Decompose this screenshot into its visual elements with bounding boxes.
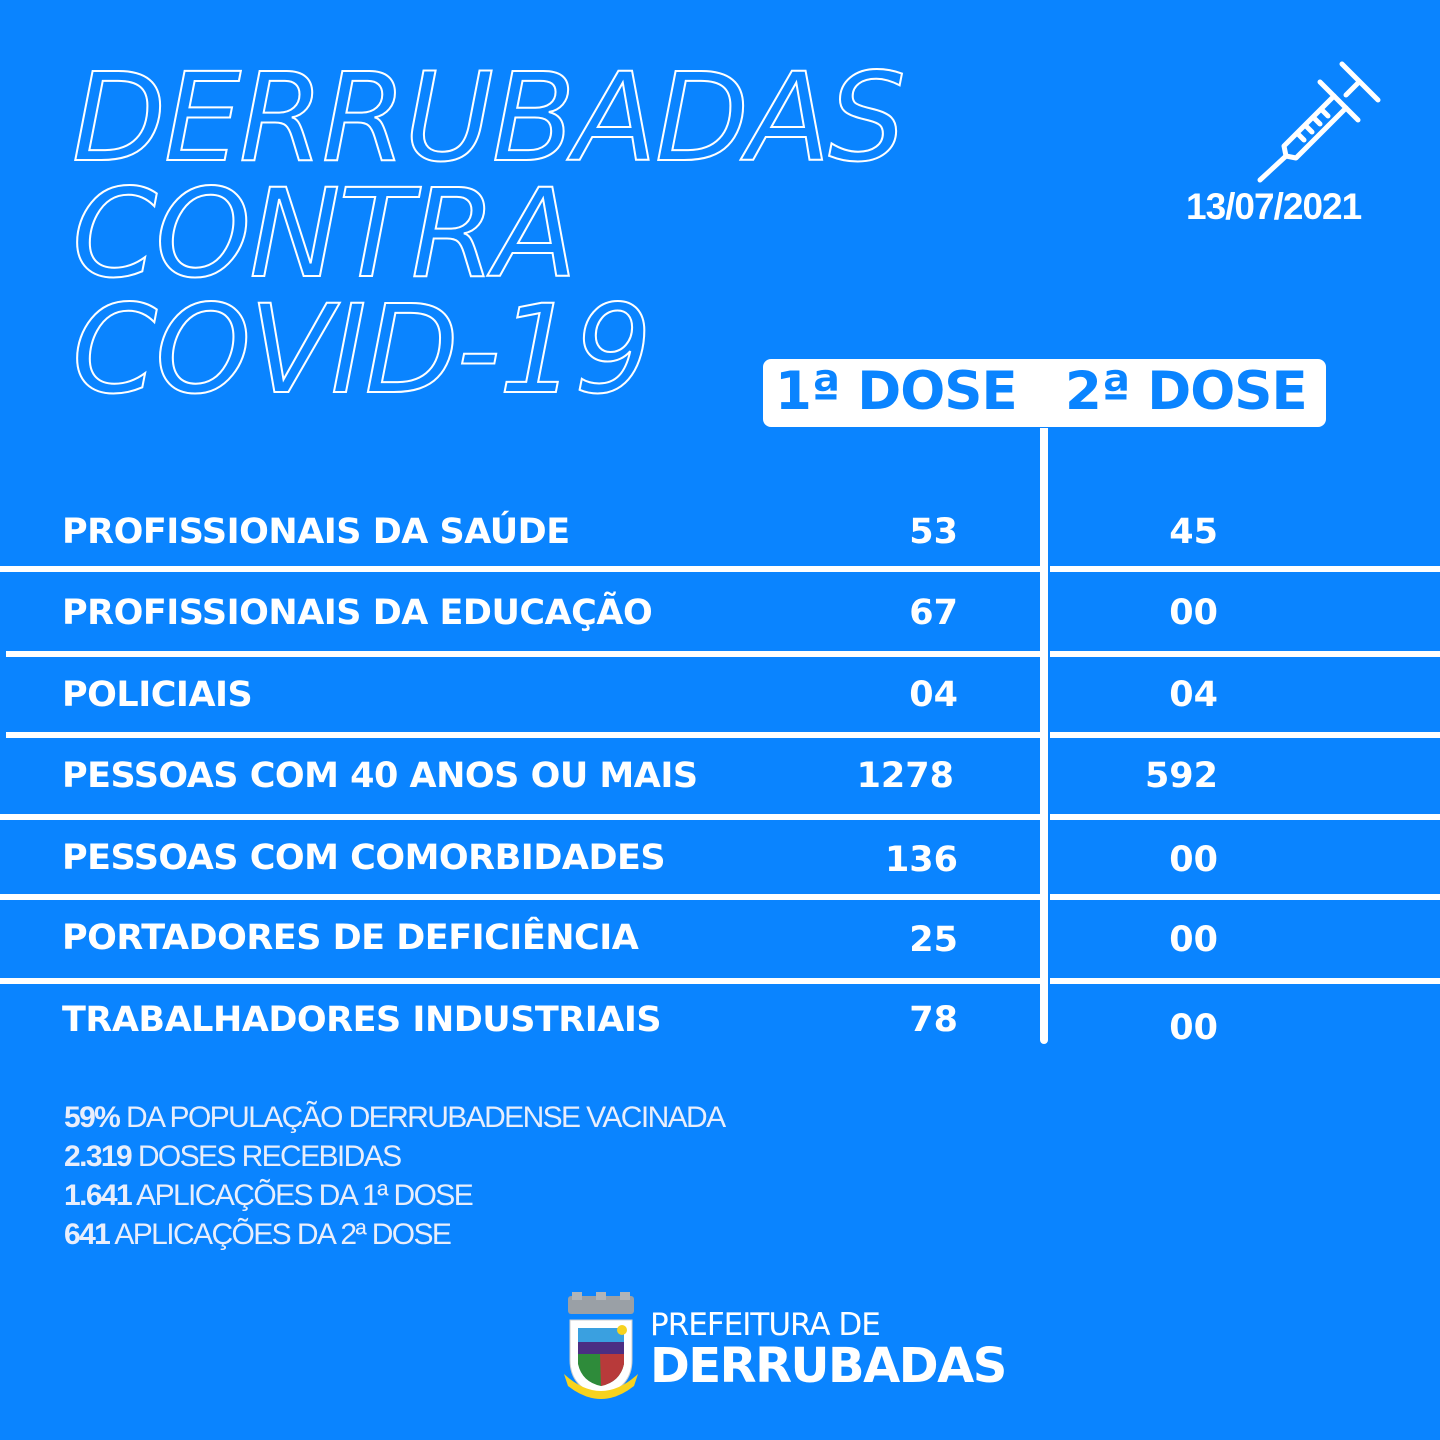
summary-line: 2.319 DOSES RECEBIDAS (64, 1137, 725, 1176)
title-line-1: DERRUBADAS (71, 47, 907, 189)
summary-text: APLICAÇÕES DA 1ª DOSE (131, 1179, 474, 1212)
summary-text: DOSES RECEBIDAS (131, 1140, 402, 1173)
dose-2-value: 592 (1144, 756, 1218, 796)
row-label: PESSOAS COM 40 ANOS OU MAIS (62, 756, 698, 796)
dose-1-value: 136 (884, 840, 958, 880)
dose-1-value: 67 (909, 593, 958, 633)
dose-2-value: 00 (1169, 1008, 1218, 1048)
row-divider (1050, 566, 1440, 572)
dose-1-value: 78 (909, 1000, 958, 1040)
summary-text: DA POPULAÇÃO DERRUBADENSE VACINADA (119, 1101, 726, 1134)
row-divider (1050, 651, 1440, 657)
row-label: PORTADORES DE DEFICIÊNCIA (62, 918, 639, 958)
dose-2-value: 45 (1169, 512, 1218, 552)
dose-2-value: 04 (1169, 675, 1218, 715)
dose-column-header: 1ª DOSE 2ª DOSE (763, 359, 1326, 427)
summary-value: 59% (64, 1101, 121, 1134)
row-label: PROFISSIONAIS DA EDUCAÇÃO (62, 593, 653, 633)
dose-1-value: 25 (909, 920, 958, 960)
dose-1-value: 1278 (856, 756, 954, 796)
report-date: 13/07/2021 (1186, 186, 1362, 227)
dose-1-value: 53 (909, 512, 958, 552)
row-divider (1050, 732, 1440, 738)
row-divider (1050, 894, 1440, 900)
summary-stats: 59% DA POPULAÇÃO DERRUBADENSE VACINADA 2… (64, 1098, 726, 1254)
footer-line-2: DERRUBADAS (650, 1338, 1007, 1394)
row-label: POLICIAIS (62, 675, 253, 715)
page-title: DERRUBADAS CONTRA COVID-19 (71, 47, 907, 421)
row-divider (0, 978, 1040, 984)
title-line-3: COVID-19 (71, 279, 653, 421)
row-divider (6, 732, 1040, 738)
summary-value: 1.641 (64, 1179, 133, 1212)
syringe-icon (1257, 61, 1381, 183)
row-label: PROFISSIONAIS DA SAÚDE (62, 512, 570, 552)
row-divider (0, 566, 1040, 572)
row-divider (0, 894, 1040, 900)
row-label: PESSOAS COM COMORBIDADES (62, 838, 666, 878)
dose-2-value: 00 (1169, 920, 1218, 960)
column-header-dose-1: 1ª DOSE (775, 361, 1018, 422)
summary-value: 2.319 (64, 1140, 133, 1173)
title-line-2: CONTRA (71, 163, 578, 305)
row-divider (6, 651, 1040, 657)
summary-line: 641 APLICAÇÕES DA 2ª DOSE (64, 1215, 725, 1254)
row-divider (1050, 978, 1440, 984)
row-divider (1050, 814, 1440, 820)
summary-line: 59% DA POPULAÇÃO DERRUBADENSE VACINADA (64, 1098, 726, 1137)
summary-value: 641 (64, 1218, 111, 1251)
column-header-dose-2: 2ª DOSE (1065, 361, 1308, 422)
dose-2-value: 00 (1169, 593, 1218, 633)
coat-of-arms-icon (564, 1292, 638, 1399)
dose-1-value: 04 (909, 675, 958, 715)
column-divider (1040, 428, 1048, 1044)
row-label: TRABALHADORES INDUSTRIAIS (62, 1000, 662, 1040)
summary-text: APLICAÇÕES DA 2ª DOSE (109, 1218, 452, 1251)
summary-line: 1.641 APLICAÇÕES DA 1ª DOSE (64, 1176, 725, 1215)
footer-brand: PREFEITURA DE DERRUBADAS (650, 1307, 1007, 1394)
dose-2-value: 00 (1169, 840, 1218, 880)
row-divider (0, 814, 1040, 820)
footer-line-1: PREFEITURA DE (650, 1307, 881, 1343)
